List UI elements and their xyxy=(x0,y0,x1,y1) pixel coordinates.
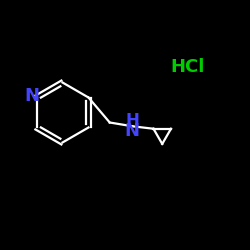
Text: N: N xyxy=(125,122,140,140)
Text: H: H xyxy=(125,112,139,130)
Text: N: N xyxy=(24,87,40,105)
Text: HCl: HCl xyxy=(170,58,205,76)
